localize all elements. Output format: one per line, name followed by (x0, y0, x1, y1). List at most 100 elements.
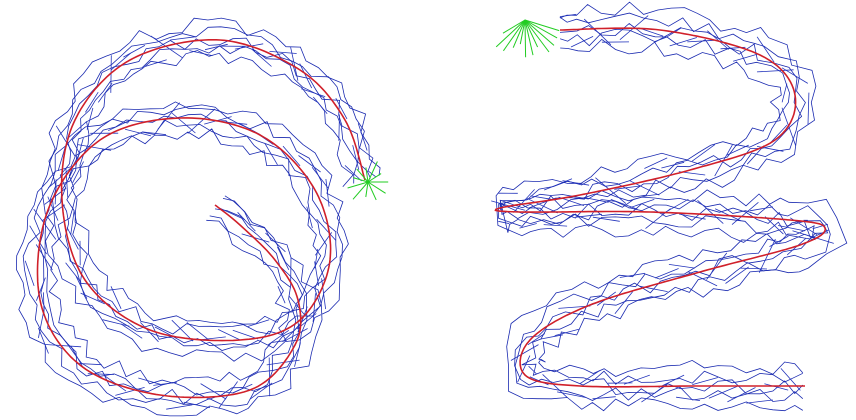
start-fan (352, 181, 369, 200)
mesh-hatch (357, 123, 368, 151)
start-fan (495, 19, 526, 48)
mesh-hatch (781, 83, 788, 103)
mesh-hatch (335, 98, 348, 120)
mesh-hatch (708, 386, 738, 399)
mesh-hatch (542, 374, 568, 398)
mesh-hatch (530, 195, 551, 200)
mesh-hatch (554, 328, 579, 336)
mesh-hatch (142, 131, 167, 136)
mesh-hatch (70, 210, 75, 236)
mesh-hatch (557, 391, 586, 398)
mesh-hatch (288, 295, 306, 316)
mesh-hatch (33, 208, 57, 240)
mesh-hatch (562, 180, 590, 186)
mesh-hatch (65, 262, 82, 283)
mesh-hatch (294, 342, 301, 367)
mesh-hatch (86, 107, 94, 130)
mesh-hatch (619, 272, 646, 278)
mesh-hatch (628, 199, 655, 209)
mesh-hatch (102, 319, 130, 327)
mesh-hatch (301, 88, 326, 97)
mesh-hatch (746, 145, 765, 165)
mesh-hatch (282, 145, 301, 167)
mesh-hatch (267, 329, 290, 346)
mesh-hatch (739, 267, 768, 270)
mesh-hatch (219, 207, 245, 220)
mesh-hatch (732, 53, 758, 62)
mesh-hatch (706, 252, 728, 280)
start-fan (502, 19, 526, 34)
mesh-hatch (76, 363, 102, 366)
mesh-hatch (115, 387, 145, 396)
mesh-hatch (644, 157, 668, 169)
start-fan (356, 168, 369, 183)
path-curve (494, 27, 827, 388)
mesh-hatch (544, 178, 573, 191)
mesh-hatch (284, 328, 308, 342)
start-fan (524, 19, 555, 46)
mesh-strand (495, 38, 816, 412)
mesh-hatch (707, 30, 729, 50)
start-fan (367, 161, 378, 183)
start-fan (367, 181, 386, 194)
path-curve (36, 39, 366, 399)
start-fan (524, 19, 558, 39)
mesh-hatch (120, 323, 143, 339)
mesh-hatch (140, 322, 159, 343)
mesh-hatch (265, 232, 286, 253)
start-fan (524, 19, 534, 56)
mesh-hatch (187, 108, 216, 134)
start-fan (519, 19, 526, 45)
mesh-hatch (72, 161, 84, 183)
mesh-hatch (108, 119, 131, 132)
mesh-hatch (232, 383, 253, 394)
mesh-hatch (85, 91, 99, 113)
mesh-hatch (44, 187, 67, 205)
mesh-hatch (183, 401, 210, 409)
mesh-hatch (29, 225, 47, 255)
mesh-hatch (575, 213, 602, 218)
mesh-hatch (45, 344, 82, 348)
mesh-strand (22, 26, 376, 407)
mesh-hatch (171, 319, 194, 342)
mesh-hatch (658, 374, 685, 388)
mesh-hatch (498, 220, 510, 224)
mesh-hatch (641, 384, 668, 403)
mesh-hatch (584, 197, 609, 203)
mesh-hatch (731, 201, 759, 225)
mesh-hatch (781, 67, 809, 84)
mesh-hatch (269, 51, 297, 54)
mesh-hatch (758, 238, 776, 273)
mesh-hatch (186, 322, 211, 342)
start-fan (524, 19, 539, 48)
mesh-hatch (614, 185, 640, 190)
mesh-hatch (528, 365, 537, 375)
mesh-hatch (67, 121, 87, 139)
mesh-hatch (201, 336, 226, 340)
mesh-hatch (110, 286, 122, 309)
start-fan (365, 181, 369, 198)
mesh-hatch (697, 200, 724, 224)
mesh-hatch (42, 204, 66, 221)
left-panel (15, 17, 389, 417)
start-fan (524, 19, 527, 58)
mesh-hatch (299, 63, 313, 89)
mesh-hatch (251, 49, 272, 67)
mesh-hatch (526, 197, 558, 214)
mesh-hatch (297, 306, 308, 333)
mesh-hatch (668, 264, 695, 269)
mesh-hatch (277, 246, 290, 270)
mesh-hatch (311, 167, 329, 189)
mesh-hatch (519, 223, 537, 229)
mesh-hatch (725, 266, 749, 284)
mesh-hatch (282, 324, 301, 343)
mesh-hatch (727, 387, 756, 403)
mesh-hatch (592, 396, 616, 400)
mesh-hatch (661, 198, 689, 215)
mesh-hatch (24, 260, 35, 287)
start-fan (524, 19, 550, 53)
mesh-hatch (325, 178, 330, 207)
mesh-hatch (691, 144, 716, 162)
mesh-hatch (540, 334, 563, 340)
